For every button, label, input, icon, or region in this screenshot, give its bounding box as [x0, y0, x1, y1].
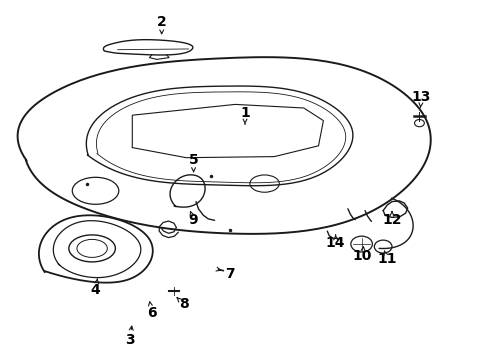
- Text: 14: 14: [326, 236, 345, 250]
- Text: 9: 9: [189, 213, 198, 226]
- Text: 6: 6: [147, 306, 157, 320]
- Text: 11: 11: [377, 252, 397, 266]
- Text: 12: 12: [382, 213, 402, 226]
- Text: 8: 8: [179, 297, 189, 311]
- Text: 3: 3: [125, 333, 135, 347]
- Text: 2: 2: [157, 15, 167, 28]
- Text: 1: 1: [240, 107, 250, 120]
- Text: 5: 5: [189, 153, 198, 167]
- Text: 13: 13: [412, 90, 431, 104]
- Text: 7: 7: [225, 267, 235, 280]
- Text: 4: 4: [91, 283, 100, 297]
- Text: 10: 10: [353, 249, 372, 262]
